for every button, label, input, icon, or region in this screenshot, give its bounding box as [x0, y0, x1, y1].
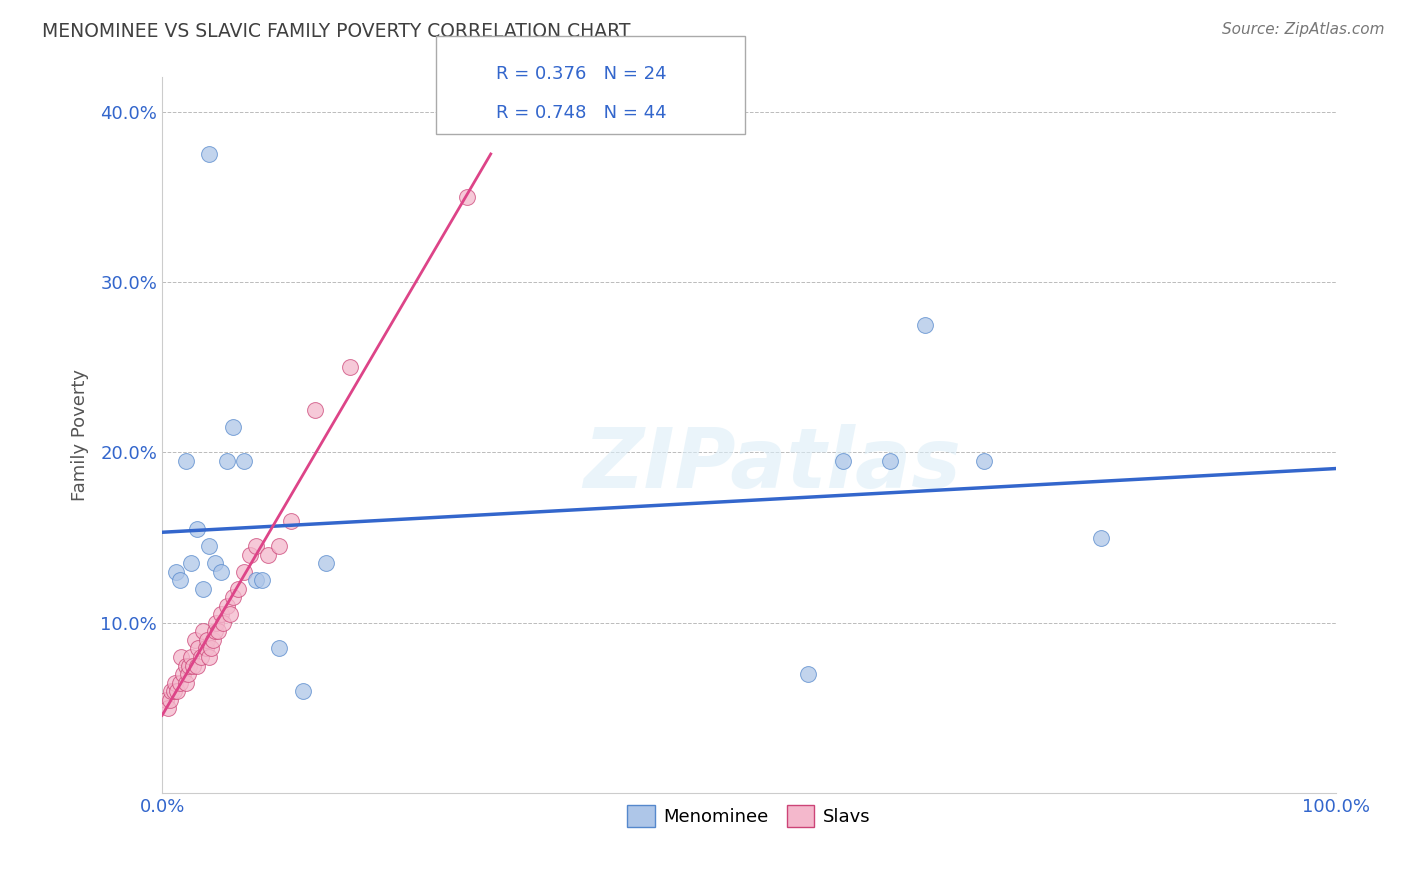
Point [198, 650, 221, 665]
Point [165, 565, 187, 579]
Point [156, 701, 179, 715]
Point [209, 607, 232, 622]
Point [832, 454, 855, 468]
Point [914, 318, 936, 332]
Point [200, 641, 222, 656]
Point [245, 574, 267, 588]
Point [215, 599, 238, 613]
Point [204, 556, 226, 570]
Point [205, 615, 228, 630]
Point [280, 514, 302, 528]
Point [1090, 531, 1112, 545]
Point [212, 615, 235, 630]
Point [180, 650, 202, 665]
Point [187, 641, 209, 656]
Point [879, 454, 901, 468]
Point [245, 539, 267, 553]
Point [269, 539, 291, 553]
Point [198, 539, 221, 553]
Point [201, 632, 224, 647]
Point [174, 658, 197, 673]
Point [193, 582, 215, 596]
Point [195, 632, 218, 647]
Point [190, 650, 212, 665]
Point [796, 667, 818, 681]
Point [166, 684, 188, 698]
Point [169, 574, 191, 588]
Point [160, 684, 183, 698]
Point [256, 548, 278, 562]
Point [172, 667, 194, 681]
Text: R = 0.748   N = 44: R = 0.748 N = 44 [496, 104, 666, 122]
Point [184, 632, 207, 647]
Point [155, 692, 177, 706]
Point [163, 675, 186, 690]
Point [177, 658, 200, 673]
Point [204, 624, 226, 639]
Point [228, 582, 250, 596]
Point [163, 684, 186, 698]
Text: Source: ZipAtlas.com: Source: ZipAtlas.com [1222, 22, 1385, 37]
Point [250, 574, 273, 588]
Point [219, 607, 242, 622]
Point [186, 522, 208, 536]
Point [209, 565, 232, 579]
Point [315, 556, 337, 570]
Point [291, 684, 314, 698]
Point [194, 641, 217, 656]
Point [174, 454, 197, 468]
Point [221, 420, 243, 434]
Point [177, 667, 200, 681]
Point [221, 591, 243, 605]
Point [170, 650, 193, 665]
Point [174, 675, 197, 690]
Point [973, 454, 995, 468]
Point [169, 675, 191, 690]
Point [233, 454, 256, 468]
Point [181, 658, 204, 673]
Legend: Menominee, Slavs: Menominee, Slavs [620, 798, 877, 834]
Text: MENOMINEE VS SLAVIC FAMILY POVERTY CORRELATION CHART: MENOMINEE VS SLAVIC FAMILY POVERTY CORRE… [42, 22, 631, 41]
Point [193, 624, 215, 639]
Point [233, 565, 256, 579]
Point [456, 190, 478, 204]
Point [186, 658, 208, 673]
Point [198, 147, 221, 161]
Text: ZIPatlas: ZIPatlas [583, 424, 962, 505]
Point [304, 402, 326, 417]
Text: R = 0.376   N = 24: R = 0.376 N = 24 [496, 65, 666, 83]
Point [215, 454, 238, 468]
Point [159, 692, 181, 706]
Point [339, 360, 361, 375]
Point [180, 556, 202, 570]
Point [269, 641, 291, 656]
Y-axis label: Family Poverty: Family Poverty [72, 369, 89, 501]
Point [207, 624, 229, 639]
Point [239, 548, 262, 562]
